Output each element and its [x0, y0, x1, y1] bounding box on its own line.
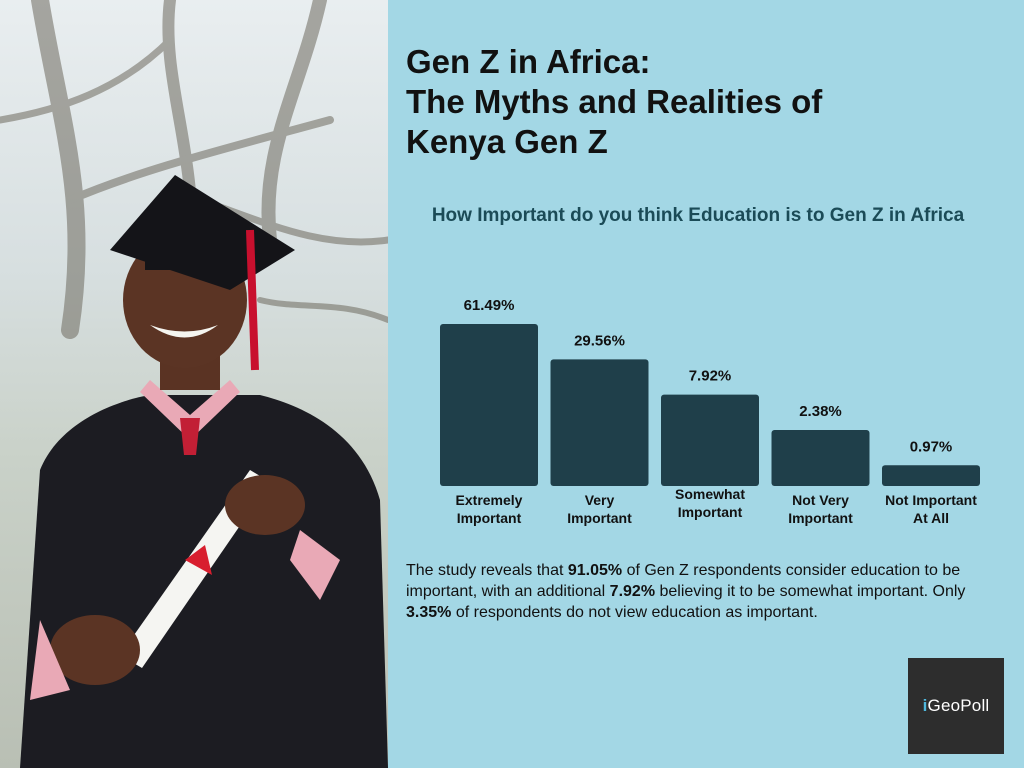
logo-dot: i [922, 696, 928, 715]
summary-stat-important: 91.05% [567, 562, 623, 579]
category-label-2: Very Important [567, 492, 632, 526]
bar-5 [882, 465, 980, 486]
bar-chart-svg: 61.49% 29.56% 7.92% 2.38% 0.97% [440, 297, 980, 486]
bar-1 [440, 324, 538, 486]
summary-stat-somewhat: 7.92% [609, 583, 656, 600]
bar-2 [550, 359, 649, 486]
summary-text: The study reveals that 91.05% of Gen Z r… [406, 560, 1006, 623]
bar-value-label-3: 7.92% [689, 368, 732, 385]
bar-value-label-2: 29.56% [574, 332, 625, 349]
category-label-4: Not Very Important [788, 492, 853, 526]
category-label-3: Somewhat Important [674, 486, 745, 520]
content-panel: Gen Z in Africa: The Myths and Realities… [388, 0, 1024, 768]
title-line-3: Kenya Gen Z [406, 123, 608, 160]
category-label-5: Not Important At All [885, 492, 977, 526]
summary-part-3: believing it to be somewhat important. O… [655, 583, 966, 600]
bar-4 [771, 429, 870, 486]
category-label-1: Extremely Important [455, 492, 523, 526]
summary-part-2: of Gen Z respondents consider education … [406, 562, 961, 600]
title-line-1: Gen Z in Africa: [406, 43, 651, 80]
title-line-2: The Myths and Realities of [406, 83, 823, 120]
bar-value-label-1: 61.49% [464, 297, 515, 314]
bar-value-label-5: 0.97% [910, 438, 953, 455]
bar-chart: 61.49% 29.56% 7.92% 2.38% 0.97% Extremely Imp… [388, 280, 1024, 540]
logo-text: GeoPoll [927, 696, 990, 715]
summary-part-4: of respondents do not view education as … [451, 604, 818, 621]
page-title: Gen Z in Africa: The Myths and Realities… [406, 42, 1006, 162]
geopoll-logo: iGeoPoll [908, 658, 1004, 754]
graduate-photo [0, 0, 388, 768]
graduate-illustration [0, 0, 388, 768]
bar-value-label-4: 2.38% [799, 403, 842, 420]
summary-stat-not-important: 3.35% [406, 604, 452, 621]
chart-title: How Important do you think Education is … [431, 205, 965, 226]
bar-3 [661, 394, 759, 486]
summary-part-1: The study reveals that [406, 562, 568, 579]
